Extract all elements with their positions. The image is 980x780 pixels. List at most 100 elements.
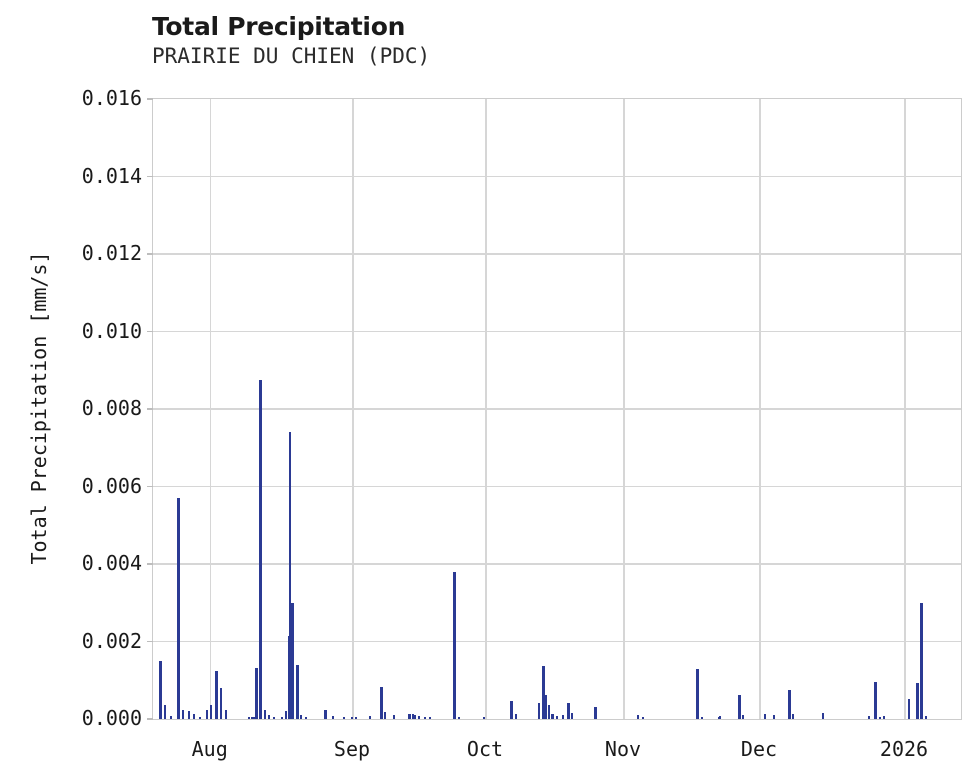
bar: [514, 714, 518, 719]
bar: [254, 667, 258, 719]
bar: [791, 714, 795, 719]
bar: [551, 713, 554, 719]
bar: [822, 712, 825, 719]
bar: [187, 711, 191, 719]
gridline-horizontal: [153, 253, 961, 255]
bar: [280, 717, 284, 719]
y-axis-tick-label: 0.000: [81, 706, 142, 730]
bar: [296, 664, 299, 719]
bar: [219, 688, 223, 719]
bar: [182, 710, 185, 719]
bar: [741, 715, 745, 719]
gridline-vertical: [485, 99, 487, 719]
y-axis-tick-label: 0.006: [81, 473, 142, 498]
bar: [873, 681, 877, 719]
bar: [192, 713, 196, 719]
bar: [764, 713, 767, 719]
gridline-vertical: [904, 99, 906, 719]
chart-subtitle: PRAIRIE DU CHIEN (PDC): [152, 44, 431, 68]
gridline-horizontal: [153, 175, 961, 178]
bar: [695, 668, 699, 719]
x-axis-tick-label: 2026: [879, 737, 929, 761]
bar: [924, 715, 928, 719]
bar: [919, 602, 923, 719]
y-axis-tick-label: 0.002: [81, 628, 142, 653]
y-axis-tick-mark: [147, 408, 153, 410]
y-axis-tick-mark: [147, 563, 153, 565]
page-title: Total Precipitation: [152, 12, 406, 41]
gridline-vertical: [209, 99, 212, 719]
gridline-horizontal: [153, 640, 961, 643]
bar: [882, 715, 886, 719]
bar: [209, 705, 213, 719]
bar: [915, 682, 919, 719]
y-axis-tick-mark: [147, 485, 153, 488]
bar: [545, 694, 548, 719]
bar: [224, 710, 228, 719]
bar: [163, 704, 167, 719]
gridline-horizontal: [153, 485, 961, 488]
y-axis-tick-label: 0.014: [81, 163, 142, 188]
bar: [383, 712, 387, 719]
bar: [594, 706, 597, 719]
bar: [482, 717, 486, 719]
y-axis-tick-mark: [147, 98, 153, 100]
bar: [737, 694, 741, 719]
gridline-horizontal: [153, 563, 961, 565]
bar: [259, 379, 262, 719]
bar: [772, 715, 776, 719]
title-block: Total Precipitation PRAIRIE DU CHIEN (PD…: [152, 12, 852, 70]
y-axis-tick-mark: [147, 330, 153, 333]
bar: [355, 716, 358, 719]
bar: [548, 705, 551, 719]
bar: [206, 710, 209, 719]
bar: [379, 687, 383, 719]
bar: [453, 571, 456, 719]
bar: [642, 717, 645, 719]
bar: [867, 715, 871, 719]
bar: [787, 690, 791, 719]
y-axis-tick-mark: [147, 175, 153, 178]
bar: [198, 716, 202, 719]
x-axis-tick-label: Oct: [466, 737, 504, 761]
y-axis-tick-label: 0.012: [81, 241, 142, 265]
bar: [556, 715, 559, 719]
gridline-vertical: [623, 99, 625, 719]
x-axis-tick-label: Nov: [604, 737, 642, 761]
bar: [408, 713, 411, 719]
bar: [288, 432, 292, 719]
bar: [417, 715, 421, 719]
bar: [509, 701, 513, 719]
gridline-vertical: [759, 99, 761, 719]
y-axis-tick-labels: 0.000 0.002 0.004 0.006 0.008 0.010 0.012 0.014…: [0, 0, 142, 780]
bar: [169, 715, 173, 719]
bar: [700, 716, 704, 719]
bar: [429, 716, 432, 719]
bar: [291, 602, 294, 719]
bar: [350, 717, 354, 719]
bar: [342, 717, 346, 719]
bar: [323, 710, 327, 719]
x-axis-tick-label: Dec: [740, 737, 778, 761]
bar: [214, 670, 218, 719]
y-axis-tick-label: 0.016: [81, 86, 142, 110]
bar: [392, 715, 396, 719]
bar: [248, 716, 251, 719]
bar: [264, 710, 267, 719]
bar: [570, 712, 574, 719]
bar: [424, 716, 427, 719]
bar: [368, 715, 372, 719]
gridline-vertical: [352, 99, 354, 719]
gridline-horizontal: [153, 330, 961, 333]
bar: [253, 717, 256, 719]
bar: [251, 717, 254, 719]
y-axis-tick-mark: [147, 718, 153, 720]
bar: [562, 715, 565, 719]
bar: [272, 716, 276, 719]
x-axis-tick-label: Aug: [191, 737, 228, 761]
bar: [458, 716, 461, 719]
bar: [411, 713, 415, 719]
x-axis-tick-label: Sep: [333, 737, 371, 761]
y-axis-tick-mark: [147, 640, 153, 643]
